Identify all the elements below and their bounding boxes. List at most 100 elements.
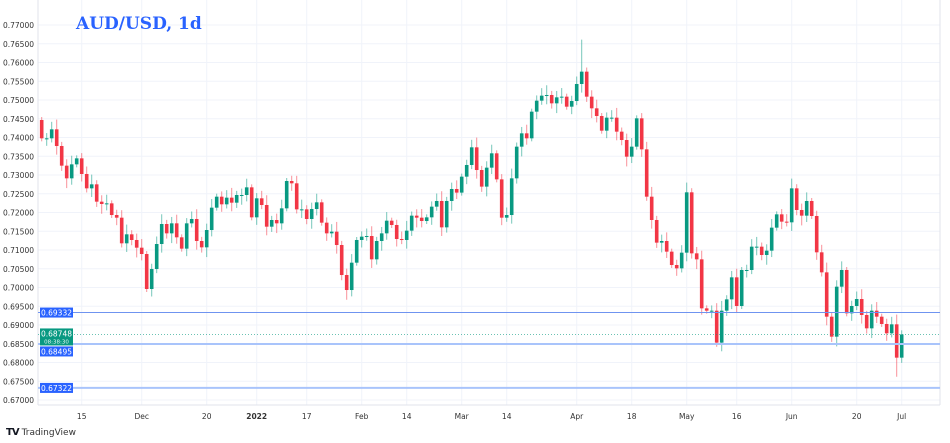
candle-up (804, 200, 809, 216)
candle-down (99, 201, 104, 204)
candle-down (879, 316, 884, 324)
candle-up (239, 194, 244, 196)
price-tick-label: 0.71000 (3, 246, 34, 255)
candle-up (544, 95, 549, 97)
candle-down (289, 181, 294, 184)
last-price-label: 0.68748 (41, 329, 72, 338)
candle-down (589, 96, 594, 109)
candle-down (674, 265, 679, 269)
candle-down (784, 221, 789, 223)
price-tick-label: 0.75500 (3, 77, 34, 86)
candle-up (629, 146, 634, 157)
candle-up (424, 217, 429, 222)
time-tick-label: 20 (202, 412, 212, 421)
price-tick-label: 0.74500 (3, 115, 34, 124)
candle-up (469, 147, 474, 165)
candle-up (514, 146, 519, 179)
time-tick-label: Mar (455, 412, 470, 421)
candle-up (244, 187, 249, 195)
candle-up (869, 310, 874, 329)
candle-up (49, 129, 54, 139)
candle-up (44, 138, 49, 140)
tradingview-logo[interactable]: TV TradingView (6, 427, 76, 438)
candle-up (509, 178, 514, 216)
candle-down (599, 116, 604, 131)
price-tick-label: 0.67000 (3, 396, 34, 405)
candle-down (139, 247, 144, 255)
time-tick-label: Jul (896, 412, 906, 421)
candle-down (814, 215, 819, 253)
candle-up (769, 227, 774, 251)
candle-up (724, 299, 729, 311)
candle-down (389, 220, 394, 225)
candle-up (124, 234, 129, 244)
candle-up (464, 164, 469, 177)
price-tick-label: 0.72500 (3, 190, 34, 199)
candle-up (299, 209, 304, 211)
level-price-label-bg (40, 382, 73, 393)
candle-down (129, 234, 134, 240)
candle-down (809, 200, 814, 216)
candle-up (284, 181, 289, 209)
tradingview-logo-icon: TV (6, 427, 20, 438)
level-price-label: 0.67322 (41, 384, 72, 393)
candle-down (174, 223, 179, 238)
brand-name: TradingView (21, 427, 76, 438)
time-tick-label: Jun (785, 412, 798, 421)
level-price-label-bg (40, 346, 73, 357)
candle-up (159, 224, 164, 244)
time-tick-label: 14 (402, 412, 412, 421)
candle-up (104, 203, 109, 205)
candle-up (684, 192, 689, 253)
price-tick-label: 0.68000 (3, 359, 34, 368)
candle-up (839, 269, 844, 287)
candle-up (679, 252, 684, 269)
price-tick-label: 0.74000 (3, 134, 34, 143)
candle-down (144, 254, 149, 289)
candle-down (264, 205, 269, 227)
candle-down (229, 197, 234, 203)
time-tick-label: 15 (77, 412, 87, 421)
candle-up (729, 277, 734, 300)
level-price-label-bg (40, 307, 73, 318)
candle-down (304, 209, 309, 219)
candle-down (479, 170, 484, 187)
candle-up (529, 111, 534, 139)
candle-down (134, 239, 139, 248)
candle-down (324, 222, 329, 234)
candle-down (84, 173, 89, 189)
bar-countdown-label: 08:38:30 (44, 339, 69, 345)
candle-up (234, 194, 239, 203)
candle-up (854, 299, 859, 306)
candle-down (844, 269, 849, 314)
price-tick-label: 0.73500 (3, 152, 34, 161)
candle-down (614, 117, 619, 132)
candle-down (399, 239, 404, 241)
time-tick-label: Apr (570, 412, 584, 421)
candle-up (184, 223, 189, 249)
price-tick-label: 0.68500 (3, 340, 34, 349)
level-price-label: 0.69332 (41, 309, 72, 318)
candle-down (549, 95, 554, 104)
candle-up (409, 215, 414, 231)
candle-down (524, 133, 529, 139)
candle-up (209, 207, 214, 231)
candle-down (664, 241, 669, 252)
candle-up (224, 197, 229, 205)
candle-down (259, 198, 264, 205)
price-tick-label: 0.77000 (3, 21, 34, 30)
candle-up (754, 246, 759, 248)
time-tick-label: 14 (502, 412, 512, 421)
candle-up (719, 310, 724, 343)
candle-down (699, 259, 704, 309)
candle-up (364, 236, 369, 238)
candle-down (494, 153, 499, 180)
candle-up (434, 200, 439, 207)
candle-down (689, 192, 694, 254)
candle-down (619, 131, 624, 141)
candle-up (329, 231, 334, 234)
candle-up (149, 269, 154, 289)
candle-down (39, 119, 44, 139)
candle-up (69, 164, 74, 179)
